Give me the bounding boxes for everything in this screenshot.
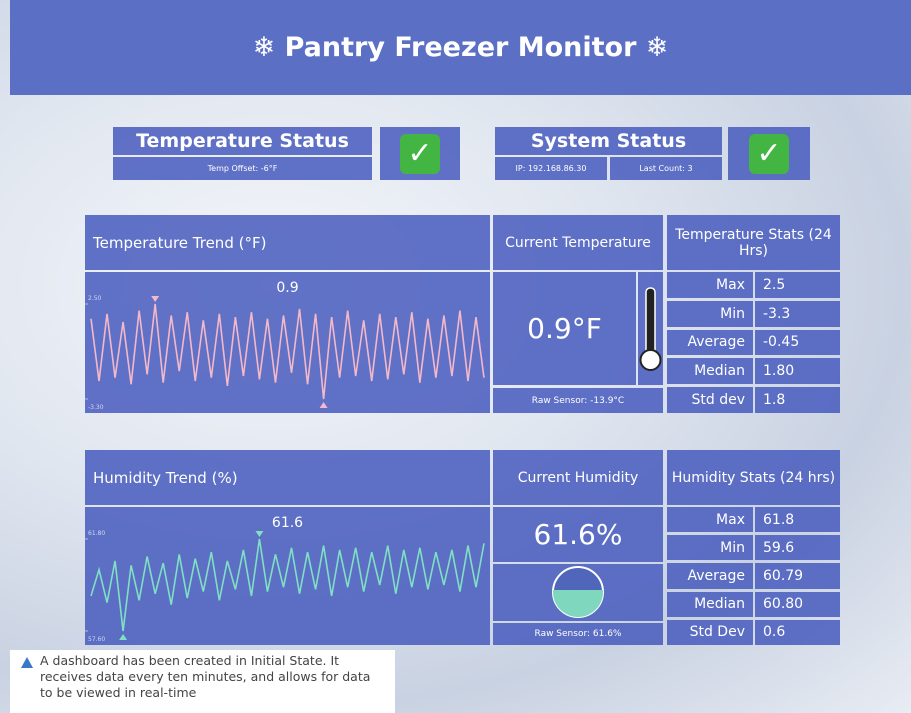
stat-value: 60.80	[755, 592, 840, 617]
stat-label: Min	[667, 301, 753, 327]
stat-label: Median	[667, 358, 753, 384]
status-detail: Last Count: 3	[610, 157, 722, 180]
stat-label: Std dev	[667, 387, 753, 413]
panel-title: Current Temperature	[493, 215, 663, 270]
stat-label: Average	[667, 563, 753, 588]
stat-label: Median	[667, 592, 753, 617]
stat-value: 61.8	[755, 507, 840, 532]
raw-sensor: Raw Sensor: -13.9°C	[493, 388, 663, 413]
status-detail: IP: 192.168.86.30	[495, 157, 607, 180]
panel-title: Humidity Stats (24 hrs)	[667, 450, 840, 505]
stat-value: 0.6	[755, 620, 840, 645]
status-title: System Status	[495, 127, 722, 155]
stat-value: -3.3	[755, 301, 840, 327]
status-detail: Temp Offset: -6°F	[113, 157, 372, 180]
max-marker	[151, 296, 159, 302]
stat-value: 59.6	[755, 535, 840, 560]
stat-label: Average	[667, 330, 753, 356]
stat-value: 2.5	[755, 272, 840, 298]
status-check: ✓	[380, 127, 460, 180]
trend-chart: 61.6 57.60 61.80	[85, 507, 490, 645]
panel-title: Temperature Stats (24 Hrs)	[667, 215, 840, 270]
current-value: 0.9°F	[493, 272, 636, 385]
trend-current: 0.9	[276, 280, 298, 296]
trend-panel: 61.6 57.60 61.80	[85, 507, 490, 645]
caption-icon	[20, 656, 34, 670]
stat-label: Std Dev	[667, 620, 753, 645]
raw-sensor: Raw Sensor: 61.6%	[493, 623, 663, 645]
stat-value: 1.8	[755, 387, 840, 413]
stat-value: -0.45	[755, 330, 840, 356]
y-tick-label: 2.50	[88, 295, 102, 302]
trend-chart: 0.9 -3.30 2.50	[85, 272, 490, 413]
stat-label: Max	[667, 272, 753, 298]
caption-box: A dashboard has been created in Initial …	[10, 650, 395, 713]
header: ❄ Pantry Freezer Monitor ❄	[10, 0, 911, 95]
y-tick-label: 61.80	[88, 530, 105, 537]
gauge-icon	[493, 564, 663, 621]
thermometer-icon	[638, 272, 663, 385]
trend-panel: 0.9 -3.30 2.50	[85, 272, 490, 413]
thermometer	[638, 272, 663, 385]
trend-current: 61.6	[272, 515, 303, 531]
trend-line	[91, 304, 484, 399]
caption: A dashboard has been created in Initial …	[40, 653, 385, 701]
stat-value: 1.80	[755, 358, 840, 384]
max-marker	[255, 531, 263, 537]
y-tick-label: 57.60	[88, 636, 105, 643]
panel-title: Temperature Trend (°F)	[85, 215, 490, 270]
panel-title: Current Humidity	[493, 450, 663, 505]
panel-title: Humidity Trend (%)	[85, 450, 490, 505]
y-tick-label: -3.30	[88, 404, 104, 411]
min-marker	[119, 634, 127, 640]
status-check: ✓	[728, 127, 810, 180]
status-title: Temperature Status	[113, 127, 372, 155]
trend-line	[91, 539, 484, 631]
gauge	[493, 564, 663, 621]
min-marker	[320, 402, 328, 408]
stat-label: Max	[667, 507, 753, 532]
dashboard: ❄ Pantry Freezer Monitor ❄ Temperature S…	[0, 0, 911, 713]
stat-label: Min	[667, 535, 753, 560]
stat-value: 60.79	[755, 563, 840, 588]
current-value: 61.6%	[493, 507, 663, 562]
